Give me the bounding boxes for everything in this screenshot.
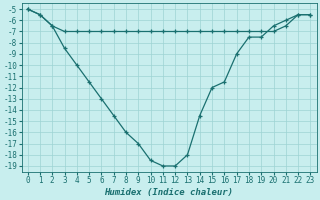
X-axis label: Humidex (Indice chaleur): Humidex (Indice chaleur) — [105, 188, 234, 197]
